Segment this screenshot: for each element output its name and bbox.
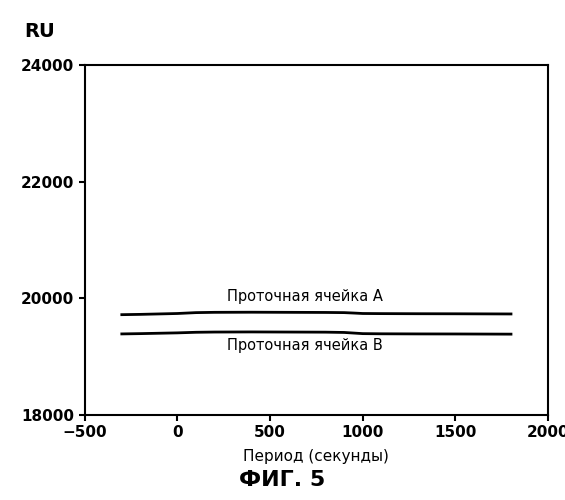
Text: ФИГ. 5: ФИГ. 5 [240, 470, 325, 490]
Text: Проточная ячейка А: Проточная ячейка А [228, 289, 383, 304]
Text: Проточная ячейка В: Проточная ячейка В [228, 338, 383, 353]
Text: RU: RU [24, 22, 55, 41]
X-axis label: Период (секунды): Период (секунды) [244, 449, 389, 464]
